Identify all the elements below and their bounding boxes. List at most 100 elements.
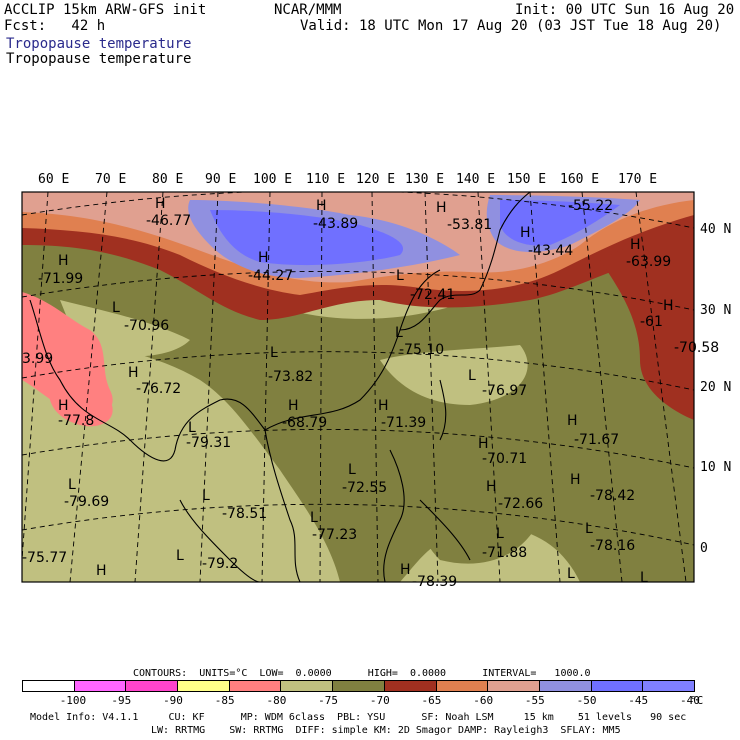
colorbar-label: -75 [318,694,339,707]
low-marker: L [68,477,76,493]
field-title-contour: Tropopause temperature [6,51,192,67]
temperature-value-label: -77.23 [312,527,358,543]
temperature-value-label: -72.41 [410,287,456,303]
temperature-value-label: -68.79 [282,415,328,431]
temperature-value-label: -73.82 [268,369,314,385]
high-marker: H [567,413,578,429]
colorbar-label: -40 [680,694,700,707]
longitude-label: 90 E [205,172,237,187]
latitude-label: 20 N [700,380,732,395]
longitude-label: 170 E [618,172,658,187]
temperature-value-label: -44.27 [248,268,294,284]
colorbar-swatch [280,680,334,692]
temperature-value-label: -72.66 [498,496,544,512]
low-marker: L [468,368,476,384]
temperature-value-label: -70.71 [482,451,528,467]
longitude-label: 100 E [253,172,293,187]
high-marker: H [258,250,269,266]
temperature-value-label: -75.77 [22,550,68,566]
latitude-label: 10 N [700,460,732,475]
colorbar-label: -90 [163,694,183,707]
forecast-hour: Fcst: 42 h [4,18,106,34]
high-marker: H [663,298,674,314]
colorbar-label: -50 [576,694,597,707]
temperature-value-label: -72.55 [342,480,388,496]
latitude-lines [22,192,694,546]
colorbar-label: -70 [369,694,390,707]
temperature-value-label: -78.16 [590,538,636,554]
init-time: Init: 00 UTC Sun 16 Aug 20 [515,2,735,18]
temperature-value-label: -79.31 [186,435,232,451]
colorbar-swatch [435,680,489,692]
high-marker: H [316,198,327,214]
field-title-fill: Tropopause temperature [6,36,192,52]
temperature-value-label: 3.99 [22,351,54,367]
colorbar-swatch [590,680,644,692]
contours-info: CONTOURS: UNITS=°C LOW= 0.0000 HIGH= 0.0… [133,668,591,679]
temperature-value-label: -77.8 [58,413,95,429]
colorbar-label: -100 [59,694,87,707]
temperature-value-label: -78.51 [222,506,268,522]
colorbar-swatch [73,680,127,692]
longitude-lines [22,192,687,582]
low-marker: L [112,300,120,316]
colorbar-label: -45 [628,694,649,707]
temperature-value-label: -78.39 [412,574,458,590]
high-marker: H [486,479,497,495]
low-marker: L [496,526,504,542]
colorbar-swatch [383,680,437,692]
colorbar-label: -65 [421,694,442,707]
low-marker: L [640,570,648,586]
low-marker: L [567,566,575,582]
low-marker: L [202,488,210,504]
temperature-value-label: -71.39 [381,415,427,431]
temperature-value-label: -78.42 [590,488,636,504]
temperature-value-label: -63.99 [626,254,672,270]
temperature-value-label: -53.81 [447,217,493,233]
longitude-label: 160 E [560,172,600,187]
high-marker: H [436,200,447,216]
product-title: ACCLIP 15km ARW-GFS init [4,2,207,18]
temperature-value-label: -71.99 [38,271,84,287]
temperature-value-label: -61 [640,314,663,330]
colorbar-swatch [125,680,179,692]
high-marker: H [58,253,69,269]
latitude-label: 0 [700,541,708,556]
high-marker: H [520,225,531,241]
colorbar-swatch [487,680,540,692]
temperature-value-label: -76.97 [482,383,528,399]
high-marker: H [570,472,581,488]
colorbar-swatch [538,680,592,692]
low-marker: L [176,548,184,564]
high-marker: H [630,237,641,253]
longitude-label: 150 E [507,172,547,187]
longitude-label: 60 E [38,172,70,187]
high-marker: H [58,398,69,414]
longitude-label: 80 E [152,172,184,187]
temperature-value-label: -43.44 [528,243,574,259]
colorbar-swatch [332,680,385,692]
colorbar-swatch [228,680,282,692]
temperature-value-label: -43.89 [313,216,359,232]
producer: NCAR/MMM [274,2,342,18]
latitude-label: 30 N [700,303,732,318]
temperature-value-label: -79.2 [202,556,239,572]
high-marker: H [155,196,166,212]
colorbar-label: -85 [214,694,235,707]
temperature-value-label: -71.88 [482,545,528,561]
longitude-label: 110 E [306,172,346,187]
temperature-value-label: -70.96 [124,318,170,334]
temperature-value-label: -76.72 [136,381,182,397]
low-marker: L [585,521,593,537]
high-marker: H [288,398,299,414]
low-marker: L [188,420,196,436]
colorbar-unit: °C [690,694,704,707]
high-marker: H [400,562,411,578]
temperature-value-label: -46.77 [146,213,192,229]
map-frame [21,191,695,583]
low-marker: L [270,345,278,361]
low-marker: L [310,510,318,526]
coastlines [29,192,531,582]
valid-time: Valid: 18 UTC Mon 17 Aug 20 (03 JST Tue … [300,18,722,34]
